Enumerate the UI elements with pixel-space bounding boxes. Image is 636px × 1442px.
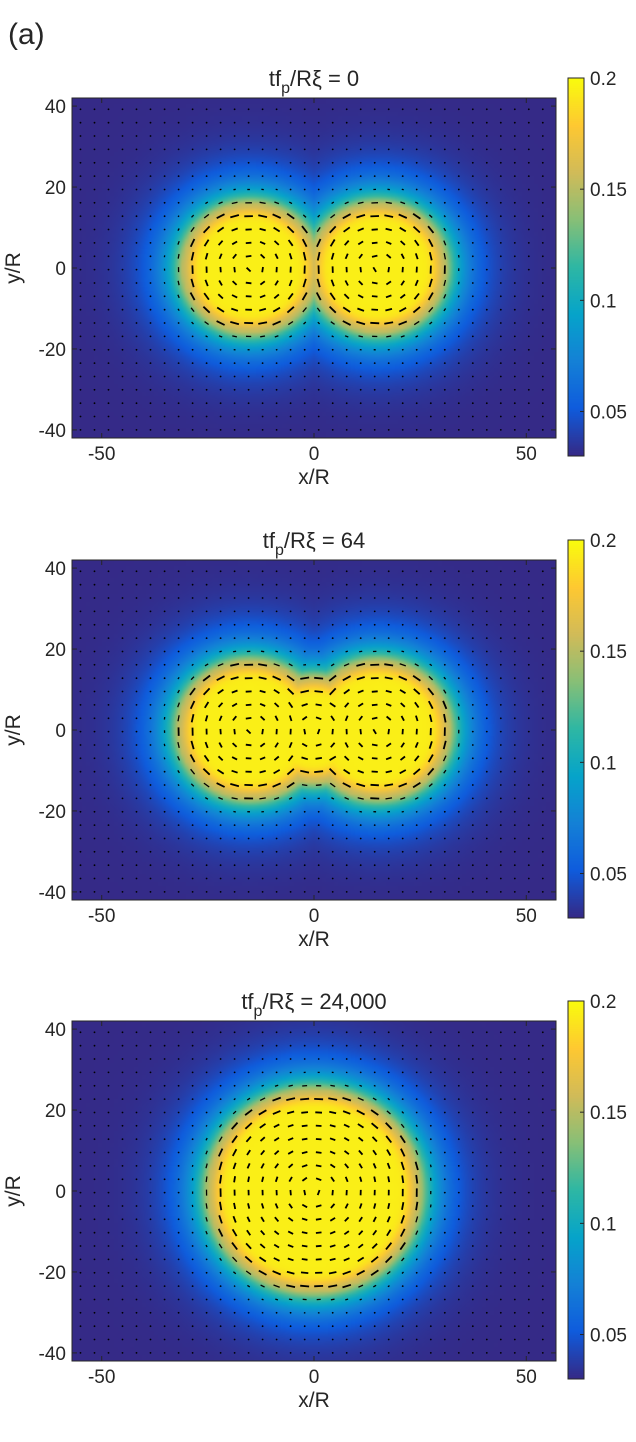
colorbar-tick-label: 0.2	[590, 69, 616, 90]
y-tick-label: -40	[39, 883, 66, 904]
colorbar-tick-label: 0.05	[590, 865, 627, 886]
colorbar: 0.05 0.1 0.15 0.2	[567, 69, 627, 457]
colorbar-box	[567, 1000, 585, 1380]
x-tick-label: -50	[88, 906, 115, 927]
x-tick-label: 0	[309, 906, 320, 927]
colorbar-tick-label: 0.05	[590, 403, 627, 424]
y-tick-label: -40	[39, 1344, 66, 1365]
colorbar-box	[567, 77, 585, 457]
colorbar-box	[567, 539, 585, 919]
heatmap-image	[72, 98, 556, 438]
colorbar-gradient	[568, 1001, 584, 1379]
colorbar-tick-label: 0.1	[590, 1214, 616, 1235]
colorbar-tick-label: 0.2	[590, 531, 616, 552]
plot-title: tfp/Rξ = 0	[269, 66, 359, 97]
y-axis-label: y/R	[2, 252, 25, 284]
panel-2: tfp/Rξ = 64-50 0 50-40-2002040x/Ry/R0.050.…	[2, 528, 627, 951]
x-tick-label: 50	[516, 1367, 537, 1388]
x-tick-label: -50	[88, 444, 115, 465]
x-tick-label: 50	[516, 444, 537, 465]
panel-1: tfp/Rξ = 0 -50 0 50 -40 -20 0 20 40 x/R y/R 0.05 0.1…	[2, 66, 627, 489]
y-tick-label: 0	[55, 259, 66, 280]
colorbar: 0.05 0.1 0.15 0.2	[567, 992, 627, 1380]
y-tick-label: -20	[39, 1263, 66, 1284]
colorbar-tick-label: 0.1	[590, 291, 616, 312]
y-axis-label: y/R	[2, 714, 25, 746]
director-field	[79, 1031, 544, 1354]
y-axis-label: y/R	[2, 1175, 25, 1207]
y-tick-label: -40	[39, 421, 66, 442]
director-field	[79, 570, 544, 893]
colorbar-tick-label: 0.15	[590, 180, 627, 201]
colorbar-tick-label: 0.05	[590, 1326, 627, 1347]
plot-title: tfp/Rξ = 64	[263, 528, 366, 559]
y-tick-label: -20	[39, 340, 66, 361]
panel-3: tfp/Rξ = 24,000 -50 0 50 -40 -20 0 20 40 x/R y/R 0.…	[2, 989, 627, 1412]
x-tick-label: -50	[88, 1367, 115, 1388]
x-axis-label: x/R	[298, 1389, 330, 1412]
colorbar-tick-label: 0.2	[590, 992, 616, 1013]
y-tick-label: 0	[55, 721, 66, 742]
y-tick-label: 20	[45, 1101, 66, 1122]
y-tick-label: 20	[45, 178, 66, 199]
colorbar: 0.05 0.1 0.15 0.2	[567, 531, 627, 919]
y-tick-label: 40	[45, 97, 66, 118]
y-tick-label: 40	[45, 1020, 66, 1041]
y-tick-label: 0	[55, 1182, 66, 1203]
director-field	[79, 108, 544, 431]
panel-label: (a)	[8, 18, 45, 51]
colorbar-gradient	[568, 78, 584, 456]
x-tick-label: 0	[309, 1367, 320, 1388]
colorbar-tick-label: 0.15	[590, 642, 627, 663]
heatmap-image	[72, 560, 556, 900]
colorbar-gradient	[568, 540, 584, 918]
x-tick-label: 50	[516, 906, 537, 927]
colorbar-tick-label: 0.15	[590, 1103, 627, 1124]
heatmap-image	[72, 1021, 556, 1361]
plot-title: tfp/Rξ = 24,000	[241, 989, 386, 1020]
y-tick-label: 20	[45, 640, 66, 661]
x-tick-label: 0	[309, 444, 320, 465]
x-axis-label: x/R	[298, 466, 330, 489]
x-axis-label: x/R	[298, 928, 330, 951]
colorbar-tick-label: 0.1	[590, 753, 616, 774]
y-tick-label: -20	[39, 802, 66, 823]
y-tick-label: 40	[45, 559, 66, 580]
